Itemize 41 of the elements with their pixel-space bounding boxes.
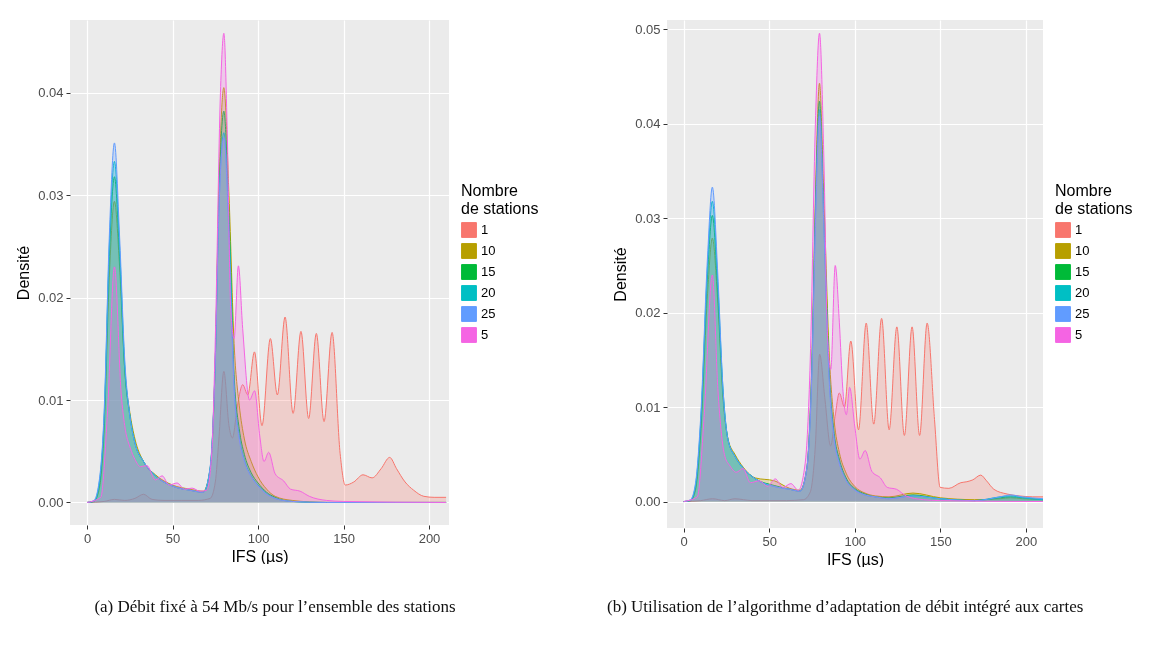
legend-label: 1 bbox=[481, 222, 489, 237]
x-axis-title: IFS (µs) bbox=[231, 547, 289, 565]
text: (a) Débit fixé à 54 Mb/s pour l’ensemble des stations bbox=[93, 596, 457, 618]
legend-label: 10 bbox=[1075, 243, 1090, 258]
legend-title: Nombre de stations bbox=[461, 182, 539, 217]
y-tick-label: 0.01 bbox=[38, 392, 64, 408]
x-tick-label: 0 bbox=[83, 530, 92, 546]
x-tick-label: 50 bbox=[165, 530, 181, 546]
legend-label: 5 bbox=[1075, 327, 1083, 342]
y-axis-title: Densité bbox=[612, 247, 630, 302]
y-tick-label: 0.03 bbox=[38, 187, 64, 203]
y-tick-label: 0.00 bbox=[635, 494, 661, 510]
x-tick-label: 100 bbox=[247, 530, 270, 546]
legend-label: 25 bbox=[1075, 306, 1090, 321]
legend-label: 20 bbox=[1075, 285, 1090, 300]
y-tick-label: 0.00 bbox=[38, 494, 64, 510]
y-tick-label: 0.04 bbox=[635, 116, 661, 132]
x-tick-label: 0 bbox=[680, 533, 688, 549]
legend-label: 15 bbox=[481, 264, 496, 279]
legend-label: 10 bbox=[481, 243, 496, 258]
y-tick-label: 0.03 bbox=[635, 210, 661, 226]
legend-label: 20 bbox=[481, 285, 496, 300]
x-tick-label: 200 bbox=[418, 530, 441, 546]
x-axis-title: IFS (µs) bbox=[826, 550, 885, 568]
y-axis-title: Densité bbox=[15, 245, 33, 301]
legend-label: 1 bbox=[1075, 222, 1083, 237]
y-tick-label: 0.04 bbox=[38, 85, 64, 101]
legend-label: 25 bbox=[481, 306, 496, 321]
x-tick-label: 200 bbox=[1015, 533, 1038, 549]
x-tick-label: 150 bbox=[333, 530, 355, 546]
y-tick-label: 0.02 bbox=[38, 290, 64, 306]
x-tick-label: 50 bbox=[762, 533, 777, 549]
y-tick-label: 0.05 bbox=[635, 21, 661, 37]
text: (b) Utilisation de l’algorithme d’adaptation de débit intégré aux cartes bbox=[607, 596, 1085, 618]
x-tick-label: 150 bbox=[929, 533, 952, 549]
y-tick-label: 0.02 bbox=[635, 305, 661, 321]
legend-label: 15 bbox=[1075, 264, 1090, 279]
y-tick-label: 0.01 bbox=[635, 399, 661, 415]
legend-title: Nombre de stations bbox=[1055, 182, 1133, 217]
legend-label: 5 bbox=[481, 327, 489, 342]
x-tick-label: 100 bbox=[844, 533, 867, 549]
